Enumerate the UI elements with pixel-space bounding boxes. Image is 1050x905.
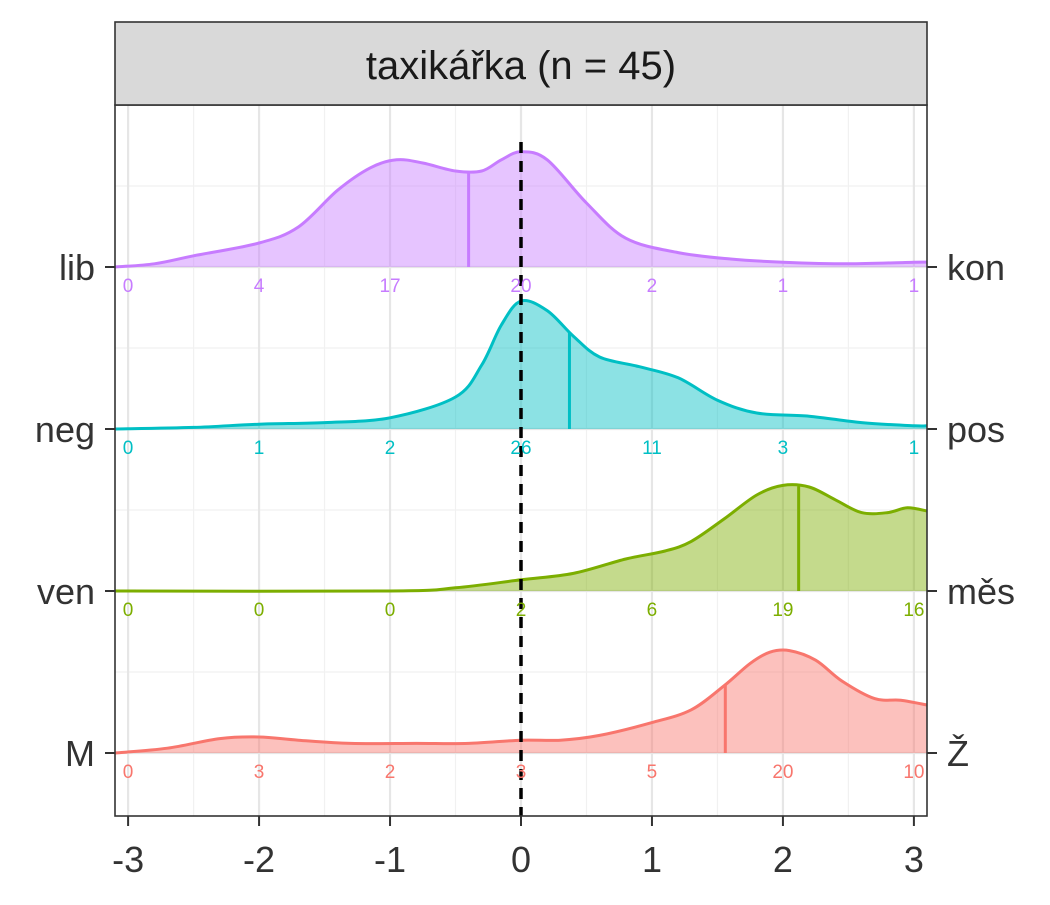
y-label-left: ven (37, 571, 95, 612)
count-label: 6 (647, 600, 658, 621)
x-tick-label: -2 (243, 839, 275, 880)
ridge-area-neg (115, 300, 927, 429)
ridge-area-ven (115, 484, 927, 592)
count-label: 0 (123, 762, 134, 783)
count-label: 10 (903, 762, 924, 783)
ridge-line-ven (114, 483, 928, 593)
count-label: 20 (772, 762, 793, 783)
count-label: 26 (510, 438, 531, 459)
y-label-right: měs (947, 571, 1015, 612)
count-label: 2 (385, 762, 396, 783)
axis-layer: -3 -2 -1 0 1 2 3 lib kon neg pos ven měs M Ž (35, 247, 1015, 880)
count-label: 1 (254, 438, 265, 459)
grid-layer (115, 105, 927, 816)
y-label-right: pos (947, 409, 1005, 450)
ridge-line-M (114, 648, 928, 755)
count-label: 0 (123, 276, 134, 297)
x-tick-label: 3 (904, 839, 924, 880)
count-label: 0 (385, 600, 396, 621)
count-label: 3 (516, 762, 527, 783)
ridge-line-lib (114, 150, 928, 269)
count-label: 2 (516, 600, 527, 621)
count-label: 0 (123, 438, 134, 459)
x-tick-label: -1 (374, 839, 406, 880)
x-tick-label: -3 (112, 839, 144, 880)
count-label-layer: 0 4 17 20 2 1 10 1 2 26 11 3 10 0 0 2 6 19 160 3 2 3 5 20 10 (123, 276, 925, 783)
count-label: 1 (909, 438, 920, 459)
x-tick-label: 2 (773, 839, 793, 880)
count-label: 16 (903, 600, 924, 621)
y-label-right: Ž (947, 733, 969, 774)
count-label: 4 (254, 276, 265, 297)
y-label-right: kon (947, 247, 1005, 288)
count-label: 0 (123, 600, 134, 621)
chart-title: taxikářka (n = 45) (366, 44, 676, 88)
count-label: 19 (772, 600, 793, 621)
x-tick-label: 0 (511, 839, 531, 880)
y-label-left: M (65, 733, 95, 774)
x-tick-label: 1 (642, 839, 662, 880)
count-label: 17 (379, 276, 400, 297)
ridge-line-neg (114, 298, 928, 431)
y-label-left: neg (35, 409, 95, 450)
count-label: 1 (909, 276, 920, 297)
count-label: 3 (254, 762, 265, 783)
count-label: 1 (778, 276, 789, 297)
count-label: 20 (510, 276, 531, 297)
count-label: 2 (385, 438, 396, 459)
count-label: 0 (254, 600, 265, 621)
count-label: 5 (647, 762, 658, 783)
count-label: 3 (778, 438, 789, 459)
strip-background (114, 21, 928, 106)
count-label: 11 (642, 438, 662, 459)
y-label-left: lib (59, 247, 95, 288)
count-label: 2 (647, 276, 658, 297)
